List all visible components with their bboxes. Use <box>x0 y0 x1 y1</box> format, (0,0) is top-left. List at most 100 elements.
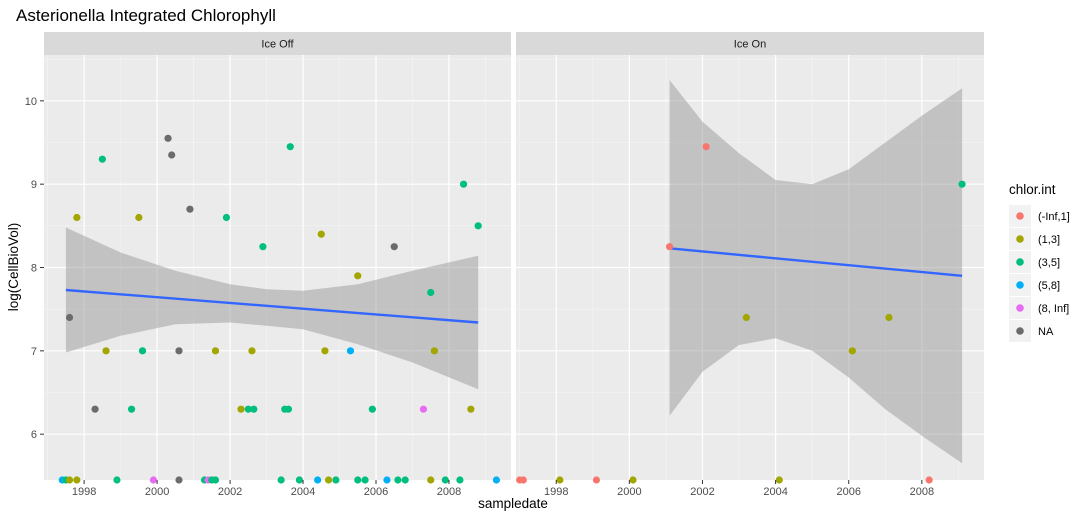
data-point <box>295 476 303 484</box>
x-axis-title: sampledate <box>478 496 548 511</box>
facet-strip-label-ice-off: Ice Off <box>261 39 294 51</box>
x-tick-label: 1998 <box>544 486 568 498</box>
facet-strip-ice-off <box>44 32 511 55</box>
data-point <box>127 405 136 413</box>
data-point <box>175 476 183 484</box>
x-tick-label: 2004 <box>763 486 787 498</box>
legend-title: chlor.int <box>1009 182 1056 197</box>
x-axis: 1998 2000 2002 2004 2006 2008 1998 2000 2002 2004… <box>72 480 934 498</box>
data-point <box>456 476 464 484</box>
data-point <box>324 476 333 484</box>
data-point <box>175 347 183 355</box>
data-point <box>250 405 258 413</box>
legend-swatch <box>1016 212 1024 220</box>
x-tick-label: 1998 <box>72 486 96 498</box>
legend-swatch <box>1016 235 1024 243</box>
data-point <box>284 405 293 413</box>
data-point <box>244 405 252 413</box>
facet-ice-on: Ice On <box>516 32 984 484</box>
legend-label: (3,5] <box>1038 257 1060 269</box>
data-point <box>102 347 110 355</box>
facet-ice-off: Ice Off <box>44 32 511 484</box>
trend-line-ice-off <box>65 288 479 324</box>
data-point <box>958 180 966 188</box>
data-point <box>390 243 398 251</box>
data-point <box>286 143 294 151</box>
data-point <box>98 155 106 163</box>
data-point <box>441 476 449 484</box>
x-tick-label: 2006 <box>364 486 388 498</box>
points-ice-off <box>58 134 501 484</box>
y-tick-label: 6 <box>31 429 37 441</box>
data-point <box>237 405 245 413</box>
data-point <box>419 405 428 413</box>
data-point <box>368 405 376 413</box>
data-point <box>135 213 143 222</box>
data-point <box>73 476 81 484</box>
data-point <box>702 143 710 151</box>
legend-label: NA <box>1038 326 1054 338</box>
legend-swatch <box>1016 281 1024 289</box>
facet-strip-label-ice-on: Ice On <box>734 39 766 51</box>
data-point <box>314 476 322 484</box>
legend-label: (-Inf,1] <box>1038 211 1070 223</box>
y-axis-title: log(CellBioVol) <box>6 223 21 312</box>
data-point <box>186 205 194 213</box>
x-tick-label: 2000 <box>145 486 169 498</box>
y-tick-label: 9 <box>31 179 37 191</box>
y-tick-label: 8 <box>31 263 37 275</box>
data-point <box>149 476 158 484</box>
data-point <box>354 476 362 484</box>
confidence-band-ice-on <box>669 80 963 464</box>
data-point <box>259 243 267 251</box>
y-tick-label: 7 <box>31 346 37 358</box>
data-point <box>211 347 220 355</box>
data-point <box>401 476 409 484</box>
data-point <box>65 313 74 322</box>
y-tick-label: 10 <box>25 96 37 108</box>
facet-strip-ice-on <box>516 32 984 55</box>
data-point <box>427 476 435 484</box>
data-point <box>138 347 147 355</box>
data-point <box>925 476 933 484</box>
data-point <box>775 476 783 484</box>
data-point <box>321 347 329 355</box>
data-point <box>354 272 362 280</box>
legend: chlor.int (-Inf,1] (1,3] (3,5] (5,8] (8, Inf… <box>1009 182 1070 342</box>
data-point <box>361 476 369 484</box>
data-point <box>459 180 468 188</box>
data-point <box>394 476 402 484</box>
legend-label: (1,3] <box>1038 234 1060 246</box>
x-tick-label: 2000 <box>617 486 641 498</box>
data-point <box>474 222 482 230</box>
data-point <box>629 476 637 484</box>
data-point <box>430 347 438 355</box>
data-point <box>222 213 231 222</box>
legend-swatch <box>1016 258 1024 266</box>
data-point <box>332 476 340 484</box>
data-point <box>164 134 172 142</box>
legend-label: (8, Inf] <box>1038 303 1069 315</box>
legend-items: (-Inf,1] (1,3] (3,5] (5,8] (8, Inf] NA <box>1009 205 1070 342</box>
data-point <box>65 476 74 484</box>
x-tick-label: 2008 <box>437 486 461 498</box>
legend-swatch <box>1016 304 1024 312</box>
data-point <box>91 405 99 413</box>
data-point <box>742 313 750 322</box>
chart-title: Asterionella Integrated Chlorophyll <box>16 6 276 25</box>
x-tick-label: 2004 <box>291 486 315 498</box>
data-point <box>492 476 501 484</box>
data-point <box>211 476 220 484</box>
x-tick-label: 2008 <box>910 486 934 498</box>
data-point <box>346 347 355 355</box>
data-point <box>113 476 121 484</box>
data-point <box>277 476 285 484</box>
data-point <box>556 476 564 484</box>
data-point <box>427 288 435 297</box>
data-point <box>665 243 674 251</box>
data-point <box>383 476 391 484</box>
data-point <box>168 151 176 159</box>
points-ice-on <box>516 143 966 484</box>
legend-swatch <box>1016 327 1024 335</box>
x-tick-label: 2002 <box>218 486 242 498</box>
